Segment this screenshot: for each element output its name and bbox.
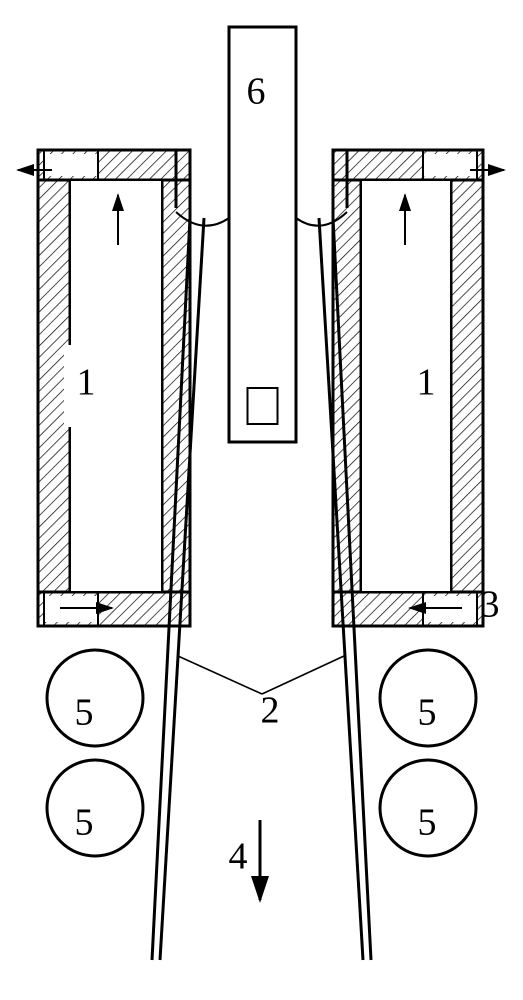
label-5-top-left: 5 [75,692,94,734]
label-4: 4 [229,836,248,878]
label-6: 6 [247,71,266,113]
label-5-bottom-right: 5 [418,802,437,844]
label-5-top-right: 5 [418,692,437,734]
label-2: 2 [261,690,280,732]
label-1-left: 1 [77,362,96,404]
label-1-right: 1 [417,362,436,404]
label-3: 3 [481,584,500,626]
label-5-bottom-left: 5 [75,802,94,844]
